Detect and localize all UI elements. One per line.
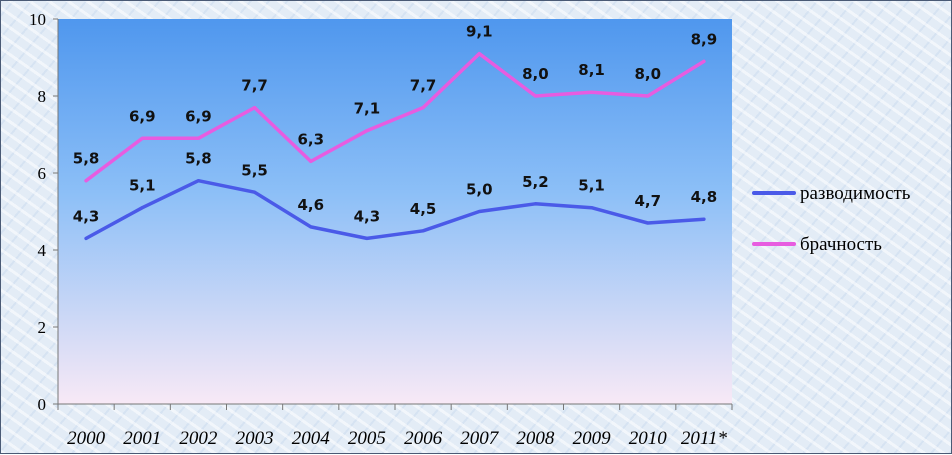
data-label: 8,1 [578, 61, 605, 79]
data-label: 5,2 [522, 173, 549, 191]
data-label: 4,8 [691, 188, 718, 206]
data-label: 8,0 [634, 65, 661, 83]
data-point [253, 190, 257, 194]
data-point [140, 136, 144, 140]
axes: 0 2 4 6 8 10 2000 2001 2002 2003 2004 2005 2006 2007 2… [29, 10, 733, 449]
data-point [140, 206, 144, 210]
data-point [196, 136, 200, 140]
y-tick-label: 2 [38, 318, 47, 337]
x-tick-label: 2003 [236, 428, 274, 449]
data-label: 5,5 [241, 161, 268, 179]
data-label: 4,3 [354, 207, 381, 225]
x-tick-label: 2004 [292, 428, 331, 449]
plot-area [58, 19, 732, 404]
data-point [365, 236, 369, 240]
data-point [646, 221, 650, 225]
data-label: 7,1 [354, 100, 381, 118]
data-label: 6,3 [297, 130, 324, 148]
x-tick-label: 2000 [67, 428, 106, 449]
x-tick-label: 2010 [629, 428, 668, 449]
data-point [309, 225, 313, 229]
data-label: 9,1 [466, 23, 493, 41]
x-tick-label: 2008 [516, 428, 555, 449]
data-point [365, 129, 369, 133]
x-tick-label: 2001 [123, 428, 161, 449]
data-point [84, 179, 88, 183]
data-point [646, 94, 650, 98]
data-point [590, 206, 594, 210]
x-tick-label: 2009 [573, 428, 612, 449]
y-tick-label: 0 [38, 395, 47, 414]
legend-label: разводимость [800, 183, 911, 204]
data-point [84, 236, 88, 240]
x-tick-label: 2007 [460, 428, 500, 449]
legend: разводимость брачность [752, 183, 911, 255]
data-label: 4,6 [297, 196, 324, 214]
data-point [196, 179, 200, 183]
data-label: 4,3 [73, 207, 100, 225]
data-label: 4,5 [410, 200, 437, 218]
data-label: 5,8 [73, 150, 100, 168]
data-label: 6,9 [185, 107, 212, 125]
data-point [421, 229, 425, 233]
data-point [421, 106, 425, 110]
data-label: 5,0 [466, 181, 493, 199]
x-tick-label: 2005 [348, 428, 386, 449]
series-line-divorce [84, 178, 706, 241]
data-label: 5,8 [185, 150, 212, 168]
data-label: 8,9 [691, 30, 718, 48]
data-point [533, 202, 537, 206]
data-point [702, 59, 706, 63]
y-tick-label: 8 [38, 87, 47, 106]
data-point [477, 210, 481, 213]
data-label: 5,1 [129, 177, 156, 195]
data-label: 8,0 [522, 65, 549, 83]
data-label: 6,9 [129, 107, 156, 125]
data-label: 7,7 [410, 77, 437, 95]
data-point [533, 94, 537, 98]
data-point [309, 159, 313, 163]
series-line-marriage [84, 51, 706, 183]
data-point [477, 52, 481, 56]
data-labels: 4,3 5,1 5,8 5,5 4,6 4,3 4,5 5,0 5,2 5,1 4,7 4,8 5,8 6… [73, 23, 717, 226]
data-point [702, 217, 706, 221]
y-tick-label: 4 [38, 241, 47, 260]
x-tick-label: 2006 [404, 428, 443, 449]
data-point [253, 106, 257, 110]
series-layer [84, 51, 706, 241]
data-label: 4,7 [634, 192, 661, 210]
legend-label: брачность [800, 234, 882, 255]
x-tick-label: 2002 [179, 428, 218, 449]
data-label: 5,1 [578, 177, 605, 195]
data-label: 7,7 [241, 77, 268, 95]
y-tick-label: 6 [38, 164, 47, 183]
x-tick-label: 2011* [681, 428, 728, 449]
data-point [590, 90, 594, 94]
y-tick-label: 10 [29, 10, 46, 29]
